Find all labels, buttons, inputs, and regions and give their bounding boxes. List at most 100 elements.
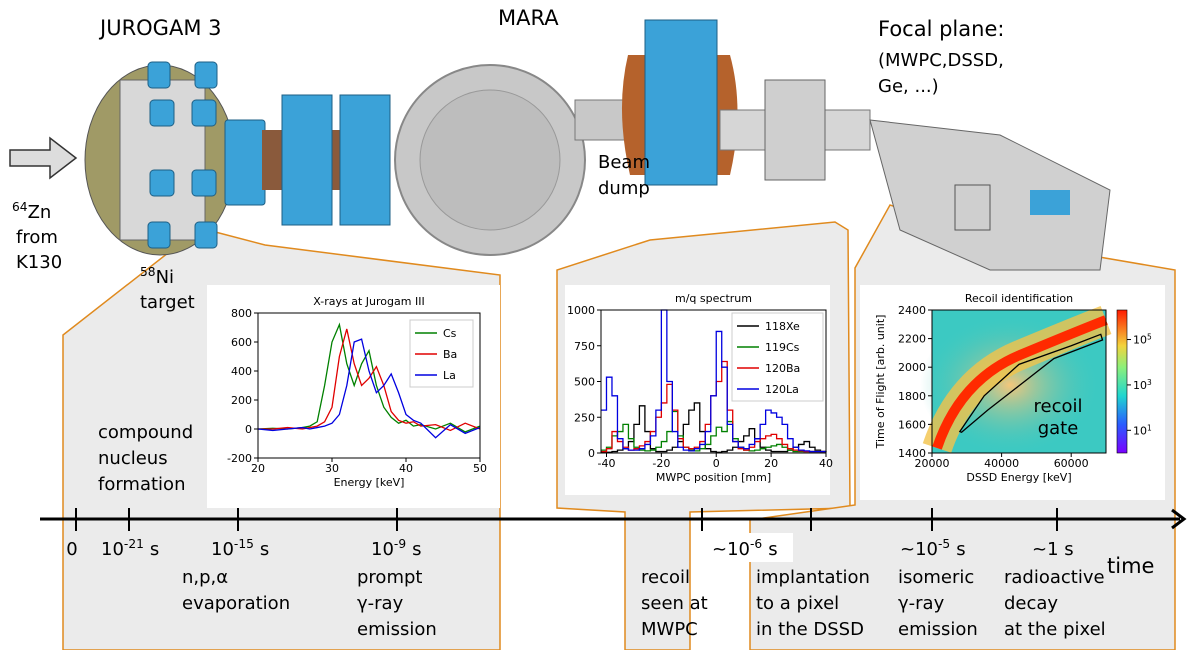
event-label: at the pixel xyxy=(1004,619,1106,640)
colorbar xyxy=(1117,310,1127,453)
focal-ge xyxy=(1030,190,1070,215)
mara-magnets xyxy=(262,95,390,225)
beam-dump-label: dump xyxy=(598,178,650,199)
time-tick-label-part: -9 xyxy=(394,537,406,551)
x-tick-label: 50 xyxy=(473,462,487,475)
x-tick-label: 60000 xyxy=(1054,457,1089,470)
beam-label-part: 64 xyxy=(12,200,28,214)
y-tick-label: 2000 xyxy=(898,361,926,374)
y-tick-label: 800 xyxy=(231,307,252,320)
time-tick-label-part: -5 xyxy=(938,537,950,551)
event-label: radioactive xyxy=(1004,567,1105,588)
y-tick-label: 500 xyxy=(574,376,595,389)
time-tick-label-part: 10 xyxy=(371,539,394,560)
y-tick-label: -200 xyxy=(227,452,252,465)
time-tick-label-part: 10 xyxy=(727,539,750,560)
beam-arrow xyxy=(10,138,76,178)
y-tick-label: 750 xyxy=(574,340,595,353)
time-tick-label: ~10-6 s xyxy=(712,537,778,560)
event-label: recoil xyxy=(641,567,690,588)
y-tick-label: 250 xyxy=(574,411,595,424)
figure: JUROGAM 3 MARA Focal plane: (MWPC,DSSD, … xyxy=(0,0,1188,650)
time-tick-label-part: s xyxy=(150,539,159,560)
gate-label: gate xyxy=(1038,418,1079,439)
event-label: prompt xyxy=(357,567,422,588)
legend-label: Cs xyxy=(443,327,457,340)
colorbar-tick-label-part: 1 xyxy=(1147,423,1152,432)
legend-label: La xyxy=(443,369,456,382)
focal-title: Focal plane: xyxy=(878,17,1004,41)
event-label: formation xyxy=(98,474,185,495)
time-tick-label-part: 10 xyxy=(211,539,234,560)
time-tick-label-part: s xyxy=(768,539,777,560)
event-label: implantation xyxy=(756,567,870,588)
chart-title: X-rays at Jurogam III xyxy=(313,295,424,308)
event-label: evaporation xyxy=(182,593,290,614)
chart-title: Recoil identification xyxy=(965,292,1073,305)
time-tick-label-part: -6 xyxy=(750,537,762,551)
legend-label: Ba xyxy=(443,348,457,361)
event-label: nucleus xyxy=(98,448,168,469)
colorbar-tick-label-part: 10 xyxy=(1133,334,1147,347)
time-tick-label-part: ~ xyxy=(712,539,727,560)
event-label: seen at xyxy=(641,593,708,614)
event-label: in the DSSD xyxy=(756,619,864,640)
colorbar-tick-label-part: 3 xyxy=(1147,377,1152,386)
y-tick-label: 400 xyxy=(231,365,252,378)
dump-magnet xyxy=(645,20,717,185)
time-tick-label: ~1 s xyxy=(1032,539,1074,560)
mara-title: MARA xyxy=(498,6,559,30)
y-tick-label: 600 xyxy=(231,336,252,349)
target-label-part: 58 xyxy=(140,265,156,279)
beam-dump-label: Beam xyxy=(598,152,650,173)
x-axis-label: MWPC position [mm] xyxy=(656,471,771,484)
time-tick-label: 0 xyxy=(66,539,77,560)
y-tick-label: 1000 xyxy=(567,304,595,317)
event-label: emission xyxy=(898,619,978,640)
event-label: decay xyxy=(1004,593,1058,614)
time-tick-label-part: 10 xyxy=(915,539,938,560)
time-tick-label-part: -21 xyxy=(124,537,144,551)
x-tick-label: -20 xyxy=(652,457,670,470)
x-tick-label: 40 xyxy=(819,457,833,470)
colorbar-tick-label-part: 5 xyxy=(1147,332,1152,341)
target-label-part: Ni xyxy=(156,267,174,288)
x-tick-label: 20 xyxy=(251,462,265,475)
colorbar-tick-label-part: 10 xyxy=(1133,424,1147,437)
time-tick-label-part: 0 xyxy=(66,539,77,560)
focal-detail: (MWPC,DSSD, xyxy=(878,50,1004,71)
focal-detail: Ge, ...) xyxy=(878,76,939,97)
legend-label: 119Cs xyxy=(765,341,800,354)
focal-section xyxy=(765,80,825,180)
time-tick-label-part: ~1 s xyxy=(1032,539,1074,560)
time-tick-label-part: ~ xyxy=(900,539,915,560)
time-tick-label-part: 10 xyxy=(101,539,124,560)
time-tick-label-part: -15 xyxy=(234,537,254,551)
y-tick-label: 200 xyxy=(231,394,252,407)
time-tick-label-part: s xyxy=(412,539,421,560)
event-label: isomeric xyxy=(898,567,974,588)
beam-label: from xyxy=(16,227,58,248)
y-tick-label: 1800 xyxy=(898,390,926,403)
beam-label: K130 xyxy=(16,252,62,273)
mara-chamber-inner xyxy=(420,90,560,230)
event-label: emission xyxy=(357,619,437,640)
target-label: target xyxy=(140,292,195,313)
colorbar-tick-label-part: 10 xyxy=(1133,379,1147,392)
beam-label: 64Zn xyxy=(12,200,51,223)
legend-label: 120Ba xyxy=(765,362,800,375)
legend-label: 118Xe xyxy=(765,320,800,333)
x-axis-label: DSSD Energy [keV] xyxy=(966,471,1071,484)
x-tick-label: 40 xyxy=(399,462,413,475)
y-tick-label: 0 xyxy=(588,447,595,460)
x-tick-label: 20 xyxy=(764,457,778,470)
event-label: MWPC xyxy=(641,619,698,640)
y-tick-label: 1600 xyxy=(898,418,926,431)
time-axis-label: time xyxy=(1107,554,1154,578)
event-label: γ-ray xyxy=(357,593,404,614)
event-label: compound xyxy=(98,422,193,443)
x-tick-label: 30 xyxy=(325,462,339,475)
x-tick-label: 0 xyxy=(713,457,720,470)
event-label: to a pixel xyxy=(756,593,839,614)
